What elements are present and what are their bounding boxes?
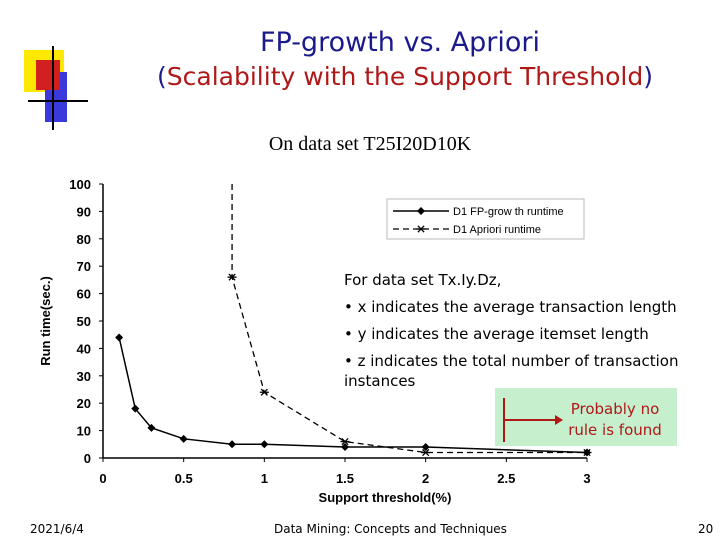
y-tick-label: 20	[77, 396, 91, 411]
callout-box	[495, 388, 677, 446]
y-axis-label: Run time(sec.)	[38, 276, 53, 366]
fpgrowth-point	[115, 333, 124, 342]
footer-page-number: 20	[698, 522, 714, 536]
legend-marker-apriori	[416, 225, 426, 233]
y-tick-label: 40	[77, 341, 91, 356]
y-tick-label: 10	[77, 424, 91, 439]
slide-title: FP-growth vs. Apriori	[259, 27, 541, 58]
y-tick-label: 60	[77, 287, 91, 302]
apriori-point	[582, 448, 592, 457]
legend-label-apriori: D1 Apriori runtime	[453, 224, 541, 236]
decor-vertical-line	[52, 46, 54, 130]
asterisk-stroke	[583, 448, 591, 457]
dataset-note: For data set Tx.Iy.Dz, • x indicates the…	[344, 270, 704, 391]
x-tick-label: 0.5	[175, 471, 193, 486]
series-apriori-line	[231, 184, 587, 454]
footer-date: 2021/6/4	[30, 522, 84, 536]
apriori-point	[227, 273, 237, 281]
y-tick-label: 50	[77, 314, 91, 329]
fpgrowth-point	[179, 434, 188, 443]
y-tick-label: 90	[77, 204, 91, 219]
fpgrowth-point	[421, 443, 430, 452]
x-tick-label: 2.5	[497, 471, 515, 486]
note-line-1: For data set Tx.Iy.Dz,	[344, 271, 502, 289]
fpgrowth-point	[228, 440, 237, 449]
asterisk-stroke	[417, 225, 425, 233]
asterisk-stroke	[422, 448, 430, 457]
dataset-caption: On data set T25I20D10K	[268, 133, 472, 155]
x-tick-label: 1	[261, 471, 268, 486]
runtime-chart: 0 10 20 30 40 50 60 70 80 90 100 0 0.5 1 1.5 2 2.5 3 Suppo…	[38, 177, 592, 505]
apriori-point	[340, 437, 350, 446]
note-line-2: • x indicates the average transaction le…	[344, 298, 677, 316]
callout-text: Probably no rule is found	[568, 400, 662, 439]
title-red-text: Scalability with the Support Threshold	[166, 62, 644, 91]
footer-center: Data Mining: Concepts and Techniques	[274, 522, 507, 536]
slide-subtitle-heading: (Scalability with the Support Threshold)	[110, 60, 700, 94]
x-tick-label: 0	[99, 471, 106, 486]
legend-box	[386, 198, 585, 240]
y-tick-label: 80	[77, 232, 91, 247]
asterisk-stroke	[228, 273, 236, 281]
callout-arrow-icon	[503, 398, 563, 442]
y-tick-label: 30	[77, 369, 91, 384]
decor-horizontal-line	[28, 100, 88, 102]
y-tick-label: 70	[77, 259, 91, 274]
asterisk-stroke	[341, 437, 349, 446]
x-tick-label: 2	[422, 471, 429, 486]
chart-markers	[115, 273, 592, 457]
legend-marker-fpgrowth	[417, 207, 425, 215]
chart-legend: D1 FP-grow th runtime D1 Apriori runtime	[386, 198, 585, 240]
note-line-4: • z indicates the total number of transa…	[344, 352, 679, 390]
chart-axes	[99, 183, 588, 462]
chart-labels: 0 10 20 30 40 50 60 70 80 90 100 0 0.5 1 1.5 2 2.5 3 Suppo…	[38, 177, 591, 505]
x-tick-label: 3	[583, 471, 590, 486]
legend-label-fpgrowth: D1 FP-grow th runtime	[453, 206, 564, 218]
paren-open: (	[157, 62, 167, 91]
asterisk-stroke	[260, 388, 268, 396]
fpgrowth-point	[260, 440, 269, 449]
y-tick-label: 0	[84, 451, 91, 466]
x-axis-label: Support threshold(%)	[319, 490, 452, 505]
decor-red-block	[36, 60, 60, 90]
x-tick-label: 1.5	[336, 471, 354, 486]
fpgrowth-point	[341, 443, 349, 452]
fpgrowth-point	[147, 423, 156, 432]
fpgrowth-point	[131, 404, 140, 413]
apriori-point	[421, 448, 431, 457]
apriori-point	[259, 388, 269, 396]
note-line-3: • y indicates the average itemset length	[344, 325, 649, 343]
y-tick-label: 100	[69, 177, 91, 192]
paren-close: )	[643, 62, 653, 91]
